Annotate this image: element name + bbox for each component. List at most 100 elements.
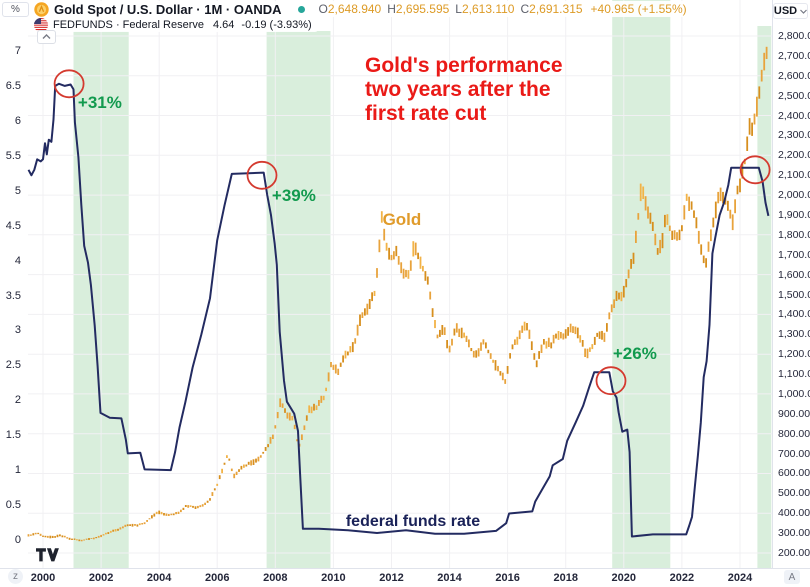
y-axis-right-tick-label: 1,900.000 [778,208,810,221]
low-value: 2,613.110 [461,2,515,16]
y-axis-left-tick-label: 3.5 [5,289,21,302]
high-value: 2,695.595 [395,2,450,16]
rate-peak-circle [246,160,278,190]
y-axis-left-tick-label: 5.5 [5,149,21,162]
y-axis-right-tick-label: 1,000.000 [778,387,810,400]
y-axis-right-tick-label: 1,600.000 [778,268,810,281]
x-axis-tick-label: 2008 [263,572,288,584]
rate-peak-circle [53,69,85,99]
chevron-up-icon [42,34,51,40]
gain-annotation: +31% [77,92,122,112]
x-axis-tick-label: 2000 [30,572,56,584]
indicator-legend-row[interactable]: FEDFUNDS · Federal Reserve 4.64 -0.19 (-… [32,17,318,32]
y-axis-right-tick-label: 800.000 [778,427,810,440]
left-price-scale[interactable]: 7 6.5 6 5.5 5 4.5 4 3.5 3 2.5 2 1.5 1 0.5 0 [0,0,28,568]
indicator-title[interactable]: FEDFUNDS · Federal Reserve [53,18,204,31]
x-axis-tick-label: 2006 [204,572,230,584]
highlight-band [266,31,331,568]
x-axis-tick-label: 2020 [611,572,637,584]
y-axis-right-tick-label: 2,000.000 [778,189,810,202]
y-axis-right-tick-label: 1,100.000 [778,368,810,381]
symbol-title[interactable]: Gold Spot / U.S. Dollar · 1M · OANDA [54,1,282,17]
highlight-band [612,0,671,568]
y-axis-left-tick-label: 3 [14,324,21,337]
market-status-dot[interactable] [297,5,305,13]
y-axis-right-tick-label: 1,300.000 [778,328,810,341]
time-scale[interactable]: 2000 2002 2004 2006 2008 2010 2012 2014 2016 2018… [0,568,810,587]
left-scale-unit-button[interactable]: % [2,2,29,17]
tradingview-logo[interactable] [36,548,59,567]
y-axis-right-tick-label: 2,600.000 [778,69,810,82]
gain-annotation: +26% [612,344,657,364]
indicator-value: 4.64 [212,18,235,31]
x-axis-tick-label: 2016 [495,572,520,584]
y-axis-left-tick-label: 0 [14,534,21,546]
gain-annotation: +39% [271,186,316,206]
y-axis-right-tick-label: 2,100.000 [778,169,810,182]
gold-coin-icon [34,1,49,17]
x-axis-tick-label: 2010 [321,572,346,584]
highlight-band [757,26,772,568]
fed-funds-line [27,82,770,538]
y-axis-left-tick-label: 6.5 [5,79,21,92]
low-label: L [455,2,462,16]
y-axis-right-tick-label: 500.000 [778,487,810,500]
y-axis-right-tick-label: 1,700.000 [778,248,810,261]
y-axis-left-tick-label: 2 [14,394,21,407]
currency-label: USD [773,5,798,17]
x-axis-tick-label: 2014 [437,572,462,584]
y-axis-right-tick-label: 600.000 [778,467,810,480]
legend-collapse-button[interactable] [37,30,56,44]
x-axis-tick-label: 2024 [727,572,753,584]
y-axis-right-tick-label: 700.000 [778,447,810,460]
y-axis-right-tick-label: 400.000 [778,507,810,520]
y-axis-right-tick-label: 1,400.000 [778,308,810,321]
y-axis-right-tick-label: 2,800.000 [778,30,810,42]
right-price-scale[interactable]: 2,800.000 2,700.000 2,600.000 2,500.000 2,40… [772,0,810,568]
y-axis-right-tick-label: 200.000 [778,547,810,559]
currency-selector[interactable]: USD [773,3,808,19]
y-axis-left-tick-label: 5 [14,184,21,197]
close-value: 2,691.315 [529,2,583,16]
chevron-down-icon [800,9,808,14]
y-axis-left-tick-label: 7 [14,45,21,57]
x-axis-tick-label: 2004 [146,572,172,584]
y-axis-right-tick-label: 300.000 [778,527,810,540]
open-label: O [318,2,328,16]
close-label: C [520,2,530,16]
fed-funds-series-label: federal funds rate [345,512,481,530]
symbol-legend-row[interactable]: Gold Spot / U.S. Dollar · 1M · OANDA O 2,… [32,1,693,17]
y-axis-right-tick-label: 2,400.000 [778,109,810,122]
open-value: 2,648.940 [327,2,382,16]
us-flag-icon [34,17,48,32]
y-axis-right-tick-label: 2,200.000 [778,149,810,162]
gold-series-label: Gold [382,209,422,229]
x-axis-tick-label: 2018 [553,572,578,584]
y-axis-right-tick-label: 2,700.000 [778,49,810,62]
change-value: +40.965 (+1.55%) [590,2,687,16]
y-axis-right-tick-label: 2,300.000 [778,129,810,142]
x-axis-tick-label: 2022 [669,572,695,584]
y-axis-right-tick-label: 1,200.000 [778,348,810,361]
y-axis-right-tick-label: 1,800.000 [778,228,810,241]
rate-peak-circle [595,366,627,396]
y-axis-right-tick-label: 900.000 [778,407,810,420]
chart-annotation-title: Gold's performance two years after the f… [365,54,563,125]
x-axis-tick-label: 2002 [88,572,114,584]
y-axis-left-tick-label: 0.5 [5,499,21,512]
y-axis-left-tick-label: 4 [14,254,21,267]
y-axis-left-tick-label: 6 [14,114,21,127]
ohlc-values: O 2,648.940 H 2,695.595 L 2,613.110 C 2,691.… [319,2,687,16]
y-axis-left-tick-label: 1.5 [5,429,21,442]
y-axis-right-tick-label: 1,500.000 [778,288,810,301]
timezone-button[interactable]: z [8,569,23,584]
auto-scale-button[interactable]: A [784,570,800,584]
high-label: H [387,2,396,16]
y-axis-left-tick-label: 1 [14,464,21,477]
rate-peak-circle [739,155,771,185]
y-axis-left-tick-label: 4.5 [5,219,21,232]
indicator-change: -0.19 (-3.93%) [241,18,312,31]
x-axis-tick-label: 2012 [379,572,404,584]
